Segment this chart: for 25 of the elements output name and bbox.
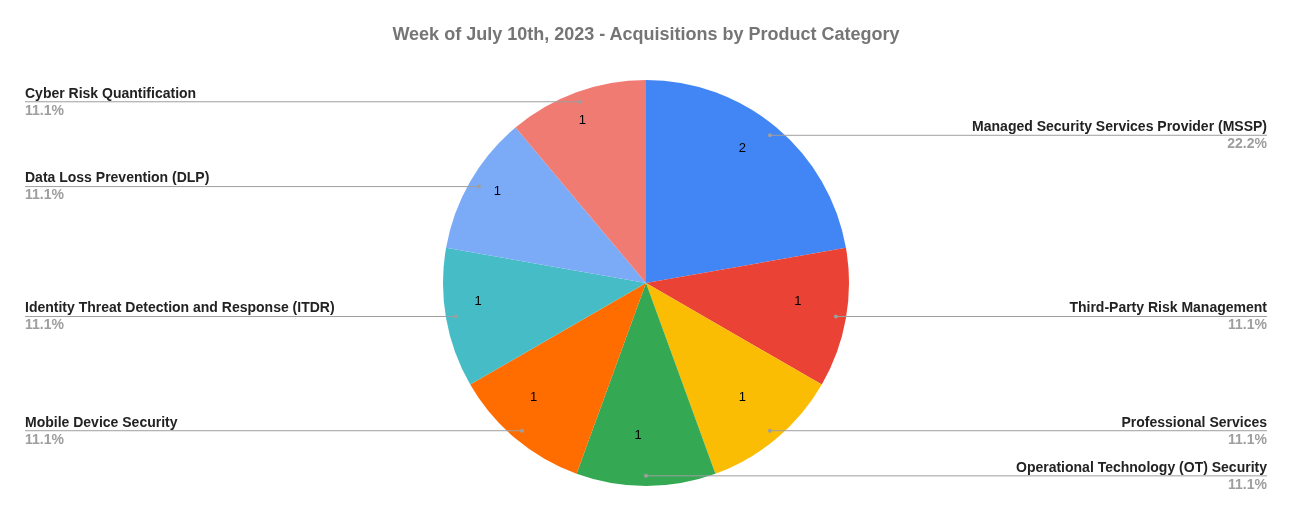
text: 11.1% — [1228, 475, 1268, 492]
text: 11.1% — [25, 316, 65, 333]
text: 11.1% — [25, 430, 65, 447]
data-label: 1 — [529, 388, 538, 404]
data-label: 1 — [634, 426, 642, 442]
text: 11.1% — [25, 101, 65, 118]
data-label: 1 — [794, 292, 802, 308]
chart-title: Week of July 10th, 2023 - Acquisitions by Product Category — [392, 24, 900, 44]
data-label: 2 — [738, 140, 747, 156]
data-label: 1 — [578, 111, 587, 127]
data-label: 1 — [493, 183, 501, 199]
text: 11.1% — [25, 186, 65, 203]
data-label: 1 — [474, 292, 482, 308]
slice-label: Managed Security Services Provider (MSSP) — [972, 118, 1267, 135]
text: 22.2% — [1227, 135, 1268, 152]
slice-label: Third-Party Risk Management — [1069, 299, 1268, 316]
slice-label: Operational Technology (OT) Security — [1016, 458, 1268, 475]
slice-label: Professional Services — [1121, 413, 1268, 430]
slice-label: Identity Threat Detection and Response (ITDR) — [25, 299, 335, 316]
slice-label: Data Loss Prevention (DLP) — [25, 169, 210, 186]
slice-label: Cyber Risk Quantification — [25, 84, 197, 101]
text: 11.1% — [1228, 430, 1268, 447]
data-label: 1 — [738, 388, 747, 404]
text: 11.1% — [1228, 316, 1268, 333]
slice-label: Mobile Device Security — [25, 413, 178, 430]
